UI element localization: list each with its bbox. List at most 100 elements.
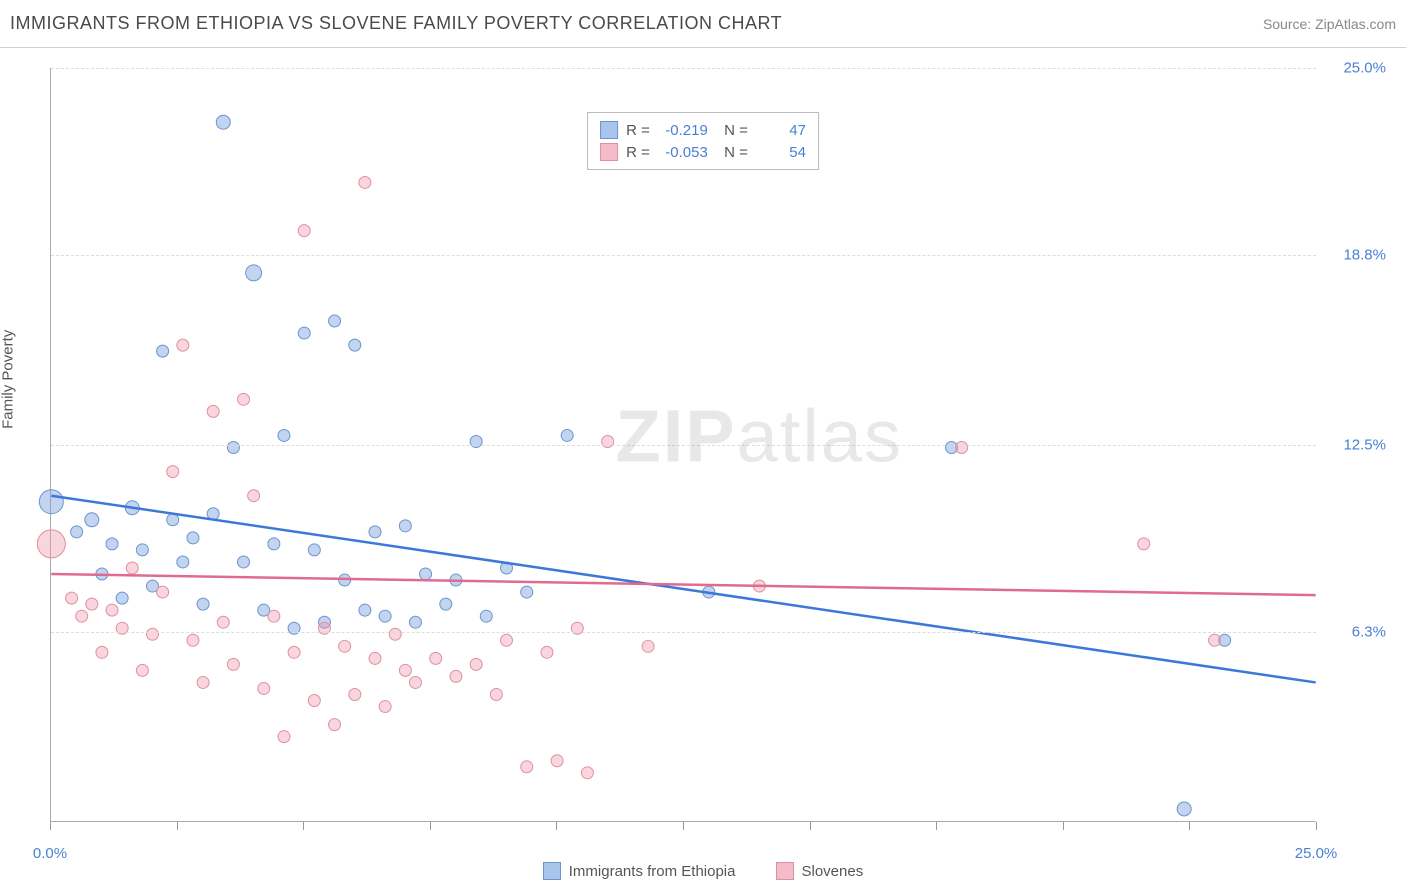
data-point-slovenes xyxy=(207,405,219,417)
y-tick-label: 12.5% xyxy=(1343,437,1386,454)
data-point-slovenes xyxy=(258,682,270,694)
gridline xyxy=(51,68,1316,69)
data-point-slovenes xyxy=(268,610,280,622)
legend-item-ethiopia: Immigrants from Ethiopia xyxy=(543,862,736,880)
data-point-ethiopia xyxy=(440,598,452,610)
data-point-slovenes xyxy=(187,634,199,646)
swatch-ethiopia xyxy=(600,121,618,139)
data-point-slovenes xyxy=(1209,634,1221,646)
data-point-ethiopia xyxy=(409,616,421,628)
data-point-slovenes xyxy=(177,339,189,351)
r-label: R = xyxy=(626,122,650,139)
data-point-slovenes xyxy=(248,490,260,502)
data-point-slovenes xyxy=(349,689,361,701)
legend-label-slovenes: Slovenes xyxy=(802,863,864,880)
data-point-slovenes xyxy=(157,586,169,598)
data-point-ethiopia xyxy=(157,345,169,357)
data-point-slovenes xyxy=(238,393,250,405)
swatch-slovenes xyxy=(776,862,794,880)
data-point-slovenes xyxy=(126,562,138,574)
data-point-ethiopia xyxy=(136,544,148,556)
data-point-slovenes xyxy=(197,676,209,688)
x-tick xyxy=(810,822,811,830)
data-point-ethiopia xyxy=(379,610,391,622)
data-point-ethiopia xyxy=(521,586,533,598)
data-point-slovenes xyxy=(76,610,88,622)
data-point-slovenes xyxy=(37,530,65,558)
x-tick xyxy=(50,822,51,830)
data-point-slovenes xyxy=(278,731,290,743)
data-point-ethiopia xyxy=(216,115,230,129)
data-point-slovenes xyxy=(642,640,654,652)
correlation-legend: R = -0.219 N = 47 R = -0.053 N = 54 xyxy=(587,112,819,170)
n-value-slovenes: 54 xyxy=(756,144,806,161)
data-point-ethiopia xyxy=(238,556,250,568)
data-point-slovenes xyxy=(501,634,513,646)
data-point-slovenes xyxy=(106,604,118,616)
data-point-slovenes xyxy=(136,664,148,676)
gridline xyxy=(51,255,1316,256)
x-tick xyxy=(1189,822,1190,830)
data-point-ethiopia xyxy=(308,544,320,556)
data-point-ethiopia xyxy=(420,568,432,580)
data-point-ethiopia xyxy=(1177,802,1191,816)
source-attribution: Source: ZipAtlas.com xyxy=(1263,16,1396,32)
data-point-slovenes xyxy=(490,689,502,701)
data-point-slovenes xyxy=(227,658,239,670)
data-point-slovenes xyxy=(450,670,462,682)
data-point-slovenes xyxy=(551,755,563,767)
data-point-slovenes xyxy=(379,701,391,713)
data-point-slovenes xyxy=(339,640,351,652)
legend-row-ethiopia: R = -0.219 N = 47 xyxy=(600,119,806,141)
data-point-slovenes xyxy=(389,628,401,640)
plot-area xyxy=(50,68,1316,822)
data-point-ethiopia xyxy=(329,315,341,327)
data-point-slovenes xyxy=(359,176,371,188)
y-tick-label: 18.8% xyxy=(1343,246,1386,263)
data-point-slovenes xyxy=(298,225,310,237)
x-tick xyxy=(683,822,684,830)
legend-row-slovenes: R = -0.053 N = 54 xyxy=(600,141,806,163)
n-value-ethiopia: 47 xyxy=(756,122,806,139)
x-tick xyxy=(936,822,937,830)
data-point-ethiopia xyxy=(85,513,99,527)
data-point-slovenes xyxy=(430,652,442,664)
x-tick xyxy=(556,822,557,830)
data-point-ethiopia xyxy=(246,265,262,281)
data-point-slovenes xyxy=(329,719,341,731)
x-tick xyxy=(1316,822,1317,830)
data-point-ethiopia xyxy=(197,598,209,610)
data-point-ethiopia xyxy=(369,526,381,538)
data-point-slovenes xyxy=(1138,538,1150,550)
data-point-slovenes xyxy=(581,767,593,779)
data-point-slovenes xyxy=(217,616,229,628)
gridline xyxy=(51,445,1316,446)
data-point-ethiopia xyxy=(359,604,371,616)
data-point-slovenes xyxy=(288,646,300,658)
data-point-slovenes xyxy=(399,664,411,676)
y-axis-label: Family Poverty xyxy=(0,330,17,429)
r-value-slovenes: -0.053 xyxy=(658,144,708,161)
r-value-ethiopia: -0.219 xyxy=(658,122,708,139)
data-point-ethiopia xyxy=(298,327,310,339)
data-point-slovenes xyxy=(96,646,108,658)
series-legend: Immigrants from Ethiopia Slovenes xyxy=(0,862,1406,880)
n-label: N = xyxy=(716,144,748,161)
x-tick xyxy=(303,822,304,830)
n-label: N = xyxy=(716,122,748,139)
swatch-slovenes xyxy=(600,143,618,161)
data-point-slovenes xyxy=(86,598,98,610)
data-point-ethiopia xyxy=(278,429,290,441)
data-point-ethiopia xyxy=(116,592,128,604)
data-point-slovenes xyxy=(66,592,78,604)
data-point-slovenes xyxy=(146,628,158,640)
data-point-ethiopia xyxy=(227,442,239,454)
data-point-slovenes xyxy=(409,676,421,688)
x-tick xyxy=(1063,822,1064,830)
legend-label-ethiopia: Immigrants from Ethiopia xyxy=(569,863,736,880)
chart-title: IMMIGRANTS FROM ETHIOPIA VS SLOVENE FAMI… xyxy=(10,13,782,34)
data-point-ethiopia xyxy=(480,610,492,622)
regression-line-ethiopia xyxy=(51,496,1315,683)
data-point-ethiopia xyxy=(561,429,573,441)
data-point-ethiopia xyxy=(39,490,63,514)
